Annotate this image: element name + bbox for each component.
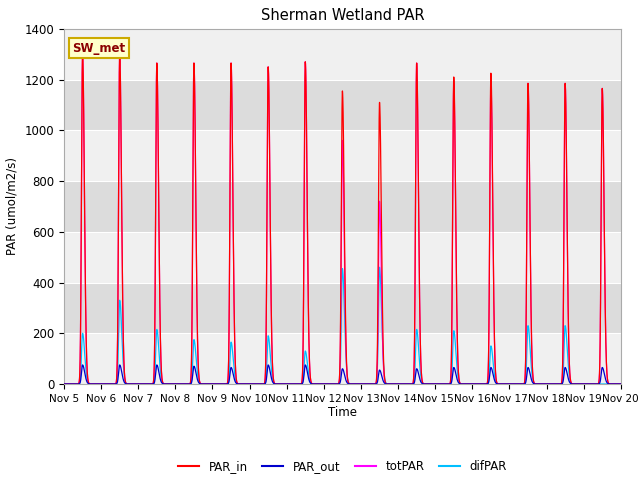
totPAR [508, 381, 515, 387]
difPAR [60, 381, 68, 387]
PAR_out [515, 381, 523, 387]
totPAR [494, 381, 502, 386]
PAR_in [60, 381, 68, 387]
Bar [64, 232, 621, 283]
difPAR [508, 381, 515, 387]
totPAR [60, 381, 68, 387]
totPAR [479, 381, 486, 387]
totPAR [415, 285, 423, 291]
Bar [64, 283, 621, 333]
totPAR [515, 381, 523, 387]
Line: PAR_out: PAR_out [64, 365, 621, 384]
Bar [64, 181, 621, 232]
Legend: PAR_in, PAR_out, totPAR, difPAR: PAR_in, PAR_out, totPAR, difPAR [173, 455, 511, 478]
Bar [64, 333, 621, 384]
PAR_in [617, 381, 625, 387]
Line: PAR_in: PAR_in [64, 54, 621, 384]
PAR_in [508, 381, 515, 387]
PAR_out [79, 362, 86, 368]
totPAR [90, 381, 97, 387]
PAR_out [617, 381, 625, 387]
Text: SW_met: SW_met [72, 42, 125, 55]
difPAR [494, 381, 502, 386]
PAR_in [479, 381, 486, 387]
PAR_in [90, 381, 97, 387]
X-axis label: Time: Time [328, 407, 357, 420]
PAR_in [415, 285, 423, 291]
difPAR [515, 381, 523, 387]
Bar [64, 80, 621, 130]
PAR_in [515, 381, 523, 387]
Y-axis label: PAR (umol/m2/s): PAR (umol/m2/s) [6, 157, 19, 255]
totPAR [79, 51, 86, 57]
difPAR [376, 264, 383, 270]
difPAR [415, 359, 423, 364]
PAR_out [494, 381, 502, 387]
difPAR [617, 381, 625, 387]
PAR_out [90, 381, 97, 387]
totPAR [617, 381, 625, 387]
difPAR [89, 381, 97, 387]
PAR_out [479, 381, 486, 387]
Bar [64, 29, 621, 80]
PAR_out [415, 375, 423, 381]
PAR_out [60, 381, 68, 387]
PAR_in [494, 381, 502, 386]
Title: Sherman Wetland PAR: Sherman Wetland PAR [260, 9, 424, 24]
Bar [64, 130, 621, 181]
difPAR [479, 381, 486, 387]
PAR_in [79, 51, 86, 57]
PAR_out [508, 381, 515, 387]
Line: totPAR: totPAR [64, 54, 621, 384]
Line: difPAR: difPAR [64, 267, 621, 384]
